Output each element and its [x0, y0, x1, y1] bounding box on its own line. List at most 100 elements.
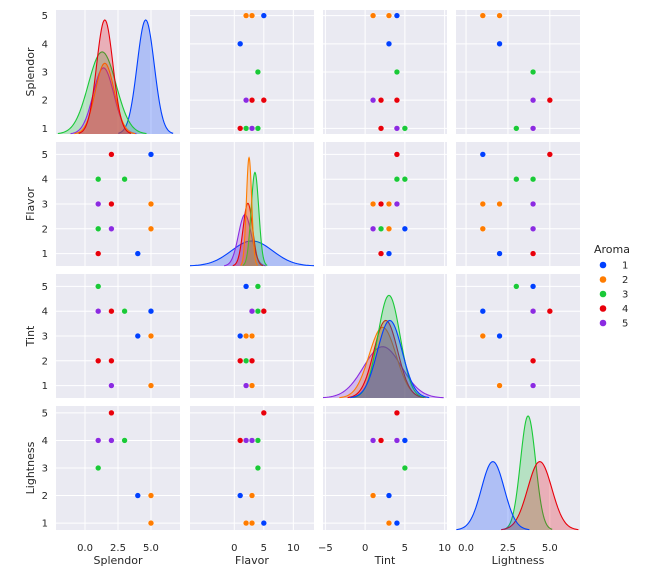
scatter-point-aroma-4 — [393, 151, 401, 158]
legend-label: 3 — [622, 290, 628, 301]
scatter-point-aroma-1 — [134, 492, 141, 499]
scatter-point-aroma-5 — [242, 97, 250, 104]
legend-label: 5 — [622, 319, 628, 330]
scatter-point-aroma-4 — [237, 125, 244, 132]
kde-fill-aroma-4 — [501, 461, 579, 530]
scatter-point-aroma-1 — [237, 40, 244, 47]
kde-line-aroma-4 — [501, 460, 579, 531]
kde-line-aroma-3 — [57, 51, 147, 135]
scatter-point-aroma-5 — [108, 382, 115, 389]
y-tick-label: 2 — [42, 356, 48, 367]
kde-fill-aroma-1 — [118, 19, 174, 135]
legend-item-5: 5 — [599, 319, 628, 330]
legend-label: 2 — [622, 275, 628, 286]
scatter-point-aroma-5 — [529, 125, 537, 132]
y-tick-label: 3 — [42, 464, 48, 475]
x-tick-label: 0.0 — [77, 543, 93, 554]
scatter-point-aroma-4 — [108, 409, 115, 416]
scatter-point-aroma-4 — [377, 437, 385, 444]
legend-item-2: 2 — [599, 275, 628, 286]
kde-line-aroma-2 — [240, 156, 258, 266]
scatter-point-aroma-3 — [95, 176, 102, 183]
legend-item-1: 1 — [599, 261, 628, 272]
scatter-point-aroma-2 — [496, 200, 503, 208]
legend-title: Aroma — [594, 243, 630, 256]
y-axis-label-lightness: Lightness — [24, 441, 37, 494]
y-tick-label: 4 — [42, 307, 48, 318]
scatter-point-aroma-2 — [147, 225, 155, 232]
scatter-point-aroma-2 — [385, 520, 393, 527]
x-tick-label: 10 — [287, 543, 300, 554]
scatter-point-aroma-3 — [393, 176, 401, 183]
scatter-point-aroma-2 — [248, 520, 256, 527]
scatter-point-aroma-5 — [95, 308, 102, 315]
scatter-point-aroma-2 — [496, 382, 503, 389]
kde-line-aroma-4 — [347, 319, 425, 399]
scatter-point-aroma-2 — [147, 200, 155, 208]
scatter-point-aroma-4 — [260, 97, 267, 104]
x-axis-label-splendor: Splendor — [94, 554, 143, 567]
scatter-point-aroma-4 — [237, 437, 244, 444]
panel-splendor-vs-tint — [323, 10, 447, 134]
scatter-point-aroma-4 — [377, 250, 385, 257]
kde-line-aroma-4 — [78, 19, 132, 134]
scatter-point-aroma-4 — [377, 97, 385, 104]
scatter-point-aroma-5 — [369, 97, 377, 104]
panel-lightness-vs-splendor — [56, 406, 180, 530]
scatter-point-aroma-3 — [254, 125, 262, 132]
panel-tint-vs-splendor — [56, 274, 180, 398]
panel-flavor-vs-tint — [323, 142, 447, 266]
scatter-point-aroma-4 — [108, 357, 115, 364]
scatter-point-aroma-4 — [108, 308, 115, 315]
scatter-point-aroma-5 — [529, 308, 537, 315]
x-tick-label: 5 — [402, 543, 408, 554]
scatter-point-aroma-2 — [385, 200, 393, 208]
y-tick-label: 3 — [42, 332, 48, 343]
scatter-point-aroma-5 — [95, 437, 102, 444]
scatter-point-aroma-1 — [401, 225, 408, 232]
scatter-point-aroma-2 — [147, 520, 155, 527]
panel-tint-vs-lightness — [456, 274, 580, 398]
scatter-point-aroma-4 — [393, 409, 401, 416]
scatter-point-aroma-3 — [254, 308, 262, 315]
scatter-point-aroma-4 — [95, 357, 102, 364]
x-axis-label-lightness: Lightness — [492, 554, 545, 567]
scatter-point-aroma-4 — [393, 97, 401, 104]
panel-lightness-vs-lightness — [456, 406, 580, 531]
scatter-point-aroma-3 — [254, 68, 262, 76]
scatter-point-aroma-3 — [254, 464, 262, 472]
scatter-point-aroma-1 — [134, 250, 141, 257]
scatter-point-aroma-4 — [529, 250, 537, 257]
scatter-point-aroma-2 — [369, 492, 377, 499]
kde-fill-aroma-4 — [347, 320, 424, 398]
y-tick-label: 2 — [42, 96, 48, 107]
legend: Aroma 1 2 3 4 5 — [594, 243, 630, 330]
scatter-point-aroma-5 — [369, 225, 377, 232]
panel-flavor-vs-flavor — [189, 142, 315, 267]
kde-fill-aroma-3 — [57, 51, 147, 134]
scatter-point-aroma-3 — [242, 357, 250, 364]
scatter-point-aroma-4 — [546, 308, 553, 315]
scatter-point-aroma-3 — [529, 176, 537, 183]
scatter-point-aroma-2 — [496, 12, 503, 19]
panel-background — [323, 274, 447, 398]
scatter-point-aroma-2 — [385, 12, 393, 19]
scatter-point-aroma-1 — [237, 332, 244, 340]
scatter-point-aroma-1 — [260, 12, 267, 19]
scatter-point-aroma-3 — [513, 283, 520, 290]
y-tick-label: 2 — [42, 224, 48, 235]
y-tick-label: 4 — [42, 39, 48, 50]
scatter-point-aroma-3 — [121, 308, 128, 315]
scatter-point-aroma-4 — [237, 357, 244, 364]
panel-lightness-vs-tint — [323, 406, 447, 530]
scatter-point-aroma-4 — [546, 151, 553, 158]
scatter-point-aroma-4 — [260, 409, 267, 416]
scatter-point-aroma-2 — [248, 382, 256, 389]
x-tick-label: 2.5 — [500, 543, 516, 554]
scatter-point-aroma-5 — [242, 382, 250, 389]
kde-line-aroma-2 — [74, 62, 136, 135]
scatter-point-aroma-1 — [479, 151, 486, 158]
y-tick-label: 5 — [42, 150, 48, 161]
scatter-point-aroma-5 — [108, 225, 115, 232]
scatter-point-aroma-3 — [242, 125, 250, 132]
